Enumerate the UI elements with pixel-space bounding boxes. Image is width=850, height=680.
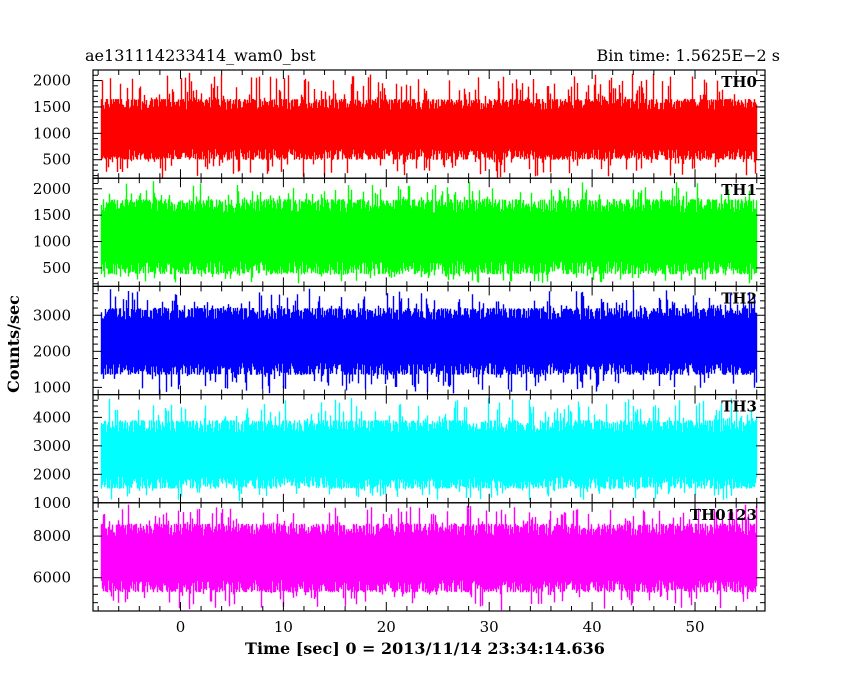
panel-th2: 1000 2000 3000 TH2 <box>33 285 766 396</box>
observation-id-title: ae131114233414_wam0_bst <box>85 46 316 65</box>
x-tick-label-10: 10 <box>274 618 293 636</box>
y-tick-label-th0-2000: 2000 <box>33 72 71 90</box>
panel-th3: 1000 2000 3000 4000 TH3 <box>33 394 766 512</box>
y-tick-label-th0-1000: 1000 <box>33 124 71 142</box>
x-tick-label-20: 20 <box>377 618 396 636</box>
bin-time-title: Bin time: 1.5625E−2 s <box>597 46 780 65</box>
y-tick-label-th0123-8000: 8000 <box>33 527 71 545</box>
series-th3 <box>100 398 758 501</box>
x-axis-title: Time [sec] 0 = 2013/11/14 23:34:14.636 <box>245 639 605 658</box>
panel-label-th1: TH1 <box>721 181 757 199</box>
panel-th0: 500 1000 1500 2000 TH0 <box>33 69 766 179</box>
y-tick-label-th2-3000: 3000 <box>33 306 71 324</box>
y-tick-label-th1-2000: 2000 <box>33 180 71 198</box>
panel-label-th3: TH3 <box>721 398 757 416</box>
y-tick-label-th3-3000: 3000 <box>33 437 71 455</box>
panel-frame-th0123 <box>92 502 766 612</box>
y-tick-label-th0-500: 500 <box>42 151 71 169</box>
panels: 500 1000 1500 2000 TH0 500 1000 1500 2000 TH1 1000… <box>33 69 766 612</box>
series-th1 <box>100 181 758 284</box>
panel-label-th0123: TH0123 <box>690 506 757 524</box>
y-axis-title: Counts/sec <box>4 295 23 393</box>
panel-th1: 500 1000 1500 2000 TH1 <box>33 177 766 287</box>
x-tick-label-50: 50 <box>685 618 704 636</box>
y-tick-label-th2-1000: 1000 <box>33 378 71 396</box>
series-th0123 <box>100 504 758 611</box>
y-tick-label-th2-2000: 2000 <box>33 342 71 360</box>
y-tick-label-th0123-6000: 6000 <box>33 569 71 587</box>
y-tick-label-th1-1000: 1000 <box>33 233 71 251</box>
series-th0 <box>100 72 758 178</box>
x-tick-labels: 0 10 20 30 40 50 <box>176 618 705 636</box>
y-tick-label-th1-500: 500 <box>42 259 71 277</box>
y-tick-label-th3-1000: 1000 <box>33 494 71 512</box>
panel-th0123: 6000 8000 TH0123 <box>33 502 766 612</box>
y-tick-label-th0-1500: 1500 <box>33 98 71 116</box>
x-tick-label-40: 40 <box>583 618 602 636</box>
y-tick-label-th1-1500: 1500 <box>33 206 71 224</box>
panel-label-th0: TH0 <box>721 73 757 91</box>
x-tick-label-0: 0 <box>176 618 186 636</box>
x-tick-label-30: 30 <box>480 618 499 636</box>
series-th2 <box>100 288 758 395</box>
panel-label-th2: TH2 <box>721 289 757 307</box>
y-tick-label-th3-4000: 4000 <box>33 408 71 426</box>
y-tick-label-th3-2000: 2000 <box>33 465 71 483</box>
